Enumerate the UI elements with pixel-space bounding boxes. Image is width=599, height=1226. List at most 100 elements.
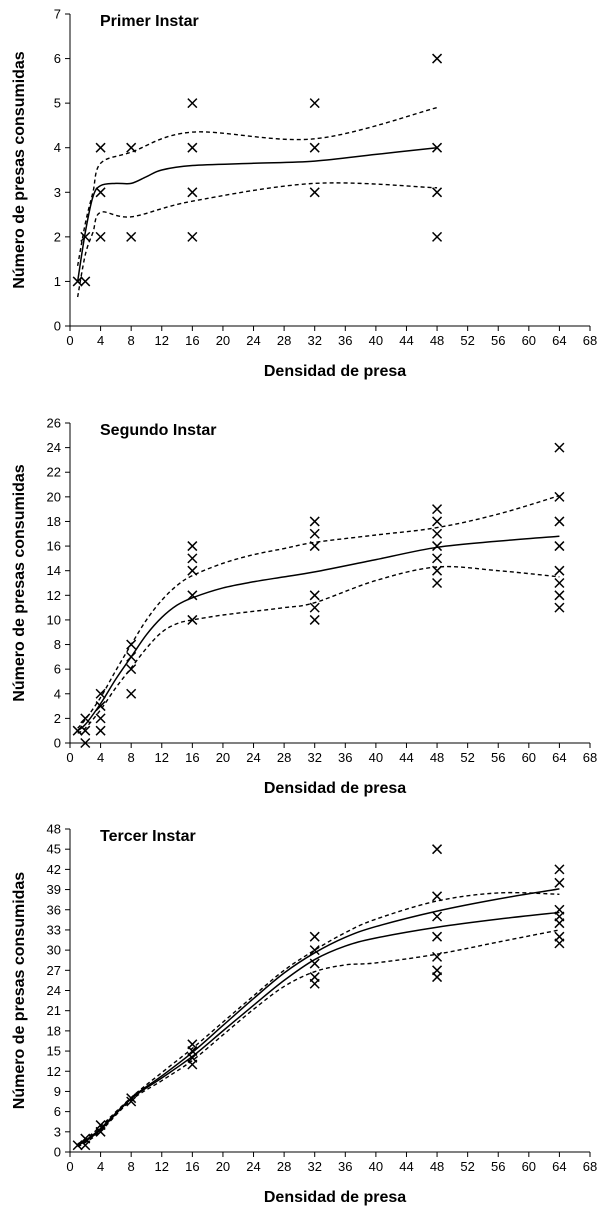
x-tick-label: 36 [338,750,352,765]
x-tick-label: 8 [128,333,135,348]
y-tick-label: 22 [47,465,61,480]
x-axis-title: Densidad de presa [264,780,406,797]
y-tick-label: 6 [54,662,61,677]
data-point-marker [126,1096,137,1107]
chart-title: Primer Instar [100,13,199,30]
confidence-band-line [76,106,438,266]
y-tick-label: 18 [47,1023,61,1038]
x-tick-label: 48 [430,1159,444,1174]
x-tick-label: 12 [155,1159,169,1174]
data-point-marker [126,664,137,675]
data-point-marker [187,187,198,198]
x-tick-label: 68 [583,333,597,348]
x-tick-label: 4 [97,750,104,765]
x-tick-label: 20 [216,333,230,348]
data-point-marker [80,231,91,242]
data-point-marker [126,231,137,242]
data-point-marker [309,541,320,552]
x-tick-label: 0 [66,750,73,765]
x-tick-label: 20 [216,750,230,765]
x-tick-label: 56 [491,333,505,348]
x-tick-label: 36 [338,333,352,348]
data-point-marker [309,958,320,969]
y-tick-label: 3 [54,1124,61,1139]
data-point-marker [126,1093,137,1104]
x-tick-label: 64 [552,1159,566,1174]
data-point-marker [126,142,137,153]
y-tick-label: 5 [54,96,61,111]
x-tick-label: 12 [155,333,169,348]
y-tick-label: 6 [54,1104,61,1119]
x-tick-label: 32 [307,333,321,348]
y-tick-label: 7 [54,7,61,22]
chart-panel-2: 0 4 8 12 16 20 24 28 32 36 40 44 48 52 56 60 64 680246810… [11,416,597,798]
y-tick-label: 27 [47,963,61,978]
y-tick-label: 33 [47,922,61,937]
data-point-marker [432,891,443,902]
x-tick-label: 16 [185,333,199,348]
data-point-marker [554,565,565,576]
x-tick-label: 12 [155,750,169,765]
data-point-marker [432,504,443,515]
y-axis-title: Número de presas consumidas [11,51,28,289]
x-tick-label: 68 [583,750,597,765]
x-tick-label: 44 [399,333,413,348]
y-tick-label: 45 [47,842,61,857]
x-tick-label: 44 [399,1159,413,1174]
x-tick-label: 56 [491,1159,505,1174]
x-tick-label: 24 [246,750,260,765]
y-tick-label: 42 [47,862,61,877]
x-tick-label: 4 [97,333,104,348]
data-point-marker [554,541,565,552]
data-point-marker [432,565,443,576]
data-point-marker [554,877,565,888]
data-point-marker [432,965,443,976]
x-tick-label: 52 [460,1159,474,1174]
x-tick-label: 28 [277,1159,291,1174]
x-tick-label: 0 [66,333,73,348]
data-point-marker [554,904,565,915]
chart-panel-3: 0 4 8 12 16 20 24 28 32 36 40 44 48 52 56 60 64 680369121… [11,822,597,1207]
x-tick-label: 40 [369,750,383,765]
y-axis-title: Número de presas consumidas [11,464,28,702]
data-point-marker [126,639,137,650]
y-tick-label: 36 [47,902,61,917]
y-axis-title: Número de presas consumidas [11,872,28,1110]
data-point-marker [187,541,198,552]
data-point-marker [95,187,106,198]
data-point-marker [432,142,443,153]
y-tick-label: 2 [54,711,61,726]
y-tick-label: 48 [47,822,61,837]
data-point-marker [432,951,443,962]
y-tick-label: 20 [47,489,61,504]
y-tick-label: 9 [54,1084,61,1099]
chart-title: Segundo Instar [100,422,216,439]
y-tick-label: 30 [47,943,61,958]
data-point-marker [95,142,106,153]
chart-title: Tercer Instar [100,828,196,845]
x-tick-label: 64 [552,333,566,348]
data-point-marker [72,276,83,287]
data-point-marker [432,931,443,942]
data-point-marker [432,53,443,64]
data-point-marker [187,590,198,601]
x-tick-label: 44 [399,750,413,765]
data-point-marker [309,972,320,983]
x-axis-title: Densidad de presa [264,1189,406,1206]
data-point-marker [309,602,320,613]
data-point-marker [80,713,91,724]
x-tick-label: 32 [307,1159,321,1174]
y-tick-label: 12 [47,588,61,603]
x-tick-label: 4 [97,1159,104,1174]
data-point-marker [126,688,137,699]
confidence-band-line [77,891,560,1145]
data-point-marker [554,516,565,527]
y-tick-label: 6 [54,51,61,66]
y-tick-label: 1 [54,274,61,289]
x-tick-label: 68 [583,1159,597,1174]
y-tick-label: 24 [47,440,61,455]
data-point-marker [309,528,320,539]
y-tick-label: 39 [47,882,61,897]
y-tick-label: 26 [47,416,61,431]
